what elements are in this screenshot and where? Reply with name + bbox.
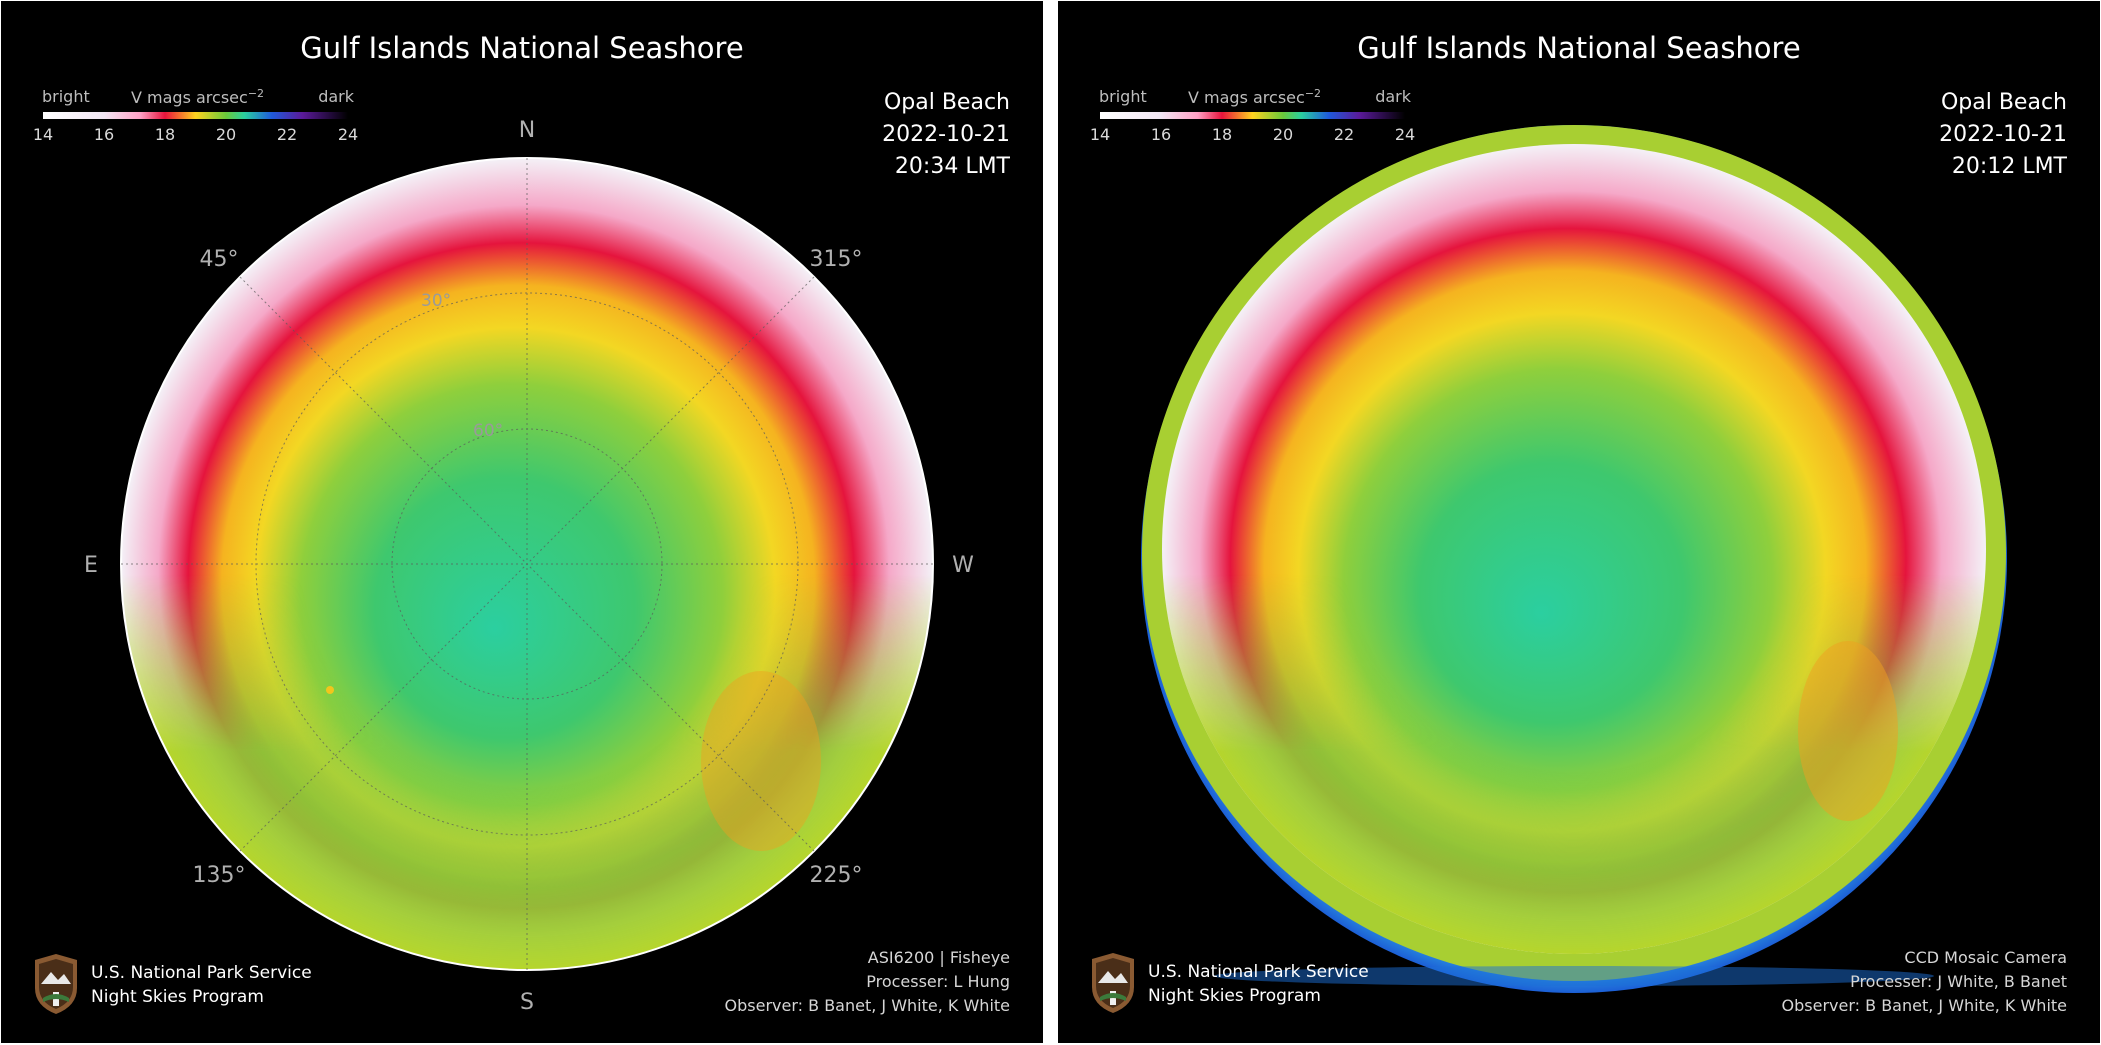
altitude-labels: 30° 60° bbox=[421, 291, 503, 441]
sky-map-panel-left: Gulf Islands National Seashore bright V … bbox=[1, 1, 1043, 1043]
observation-info: Opal Beach 2022-10-21 20:34 LMT bbox=[882, 87, 1010, 183]
altitude-label-30: 30° bbox=[421, 291, 451, 311]
location-label: Opal Beach bbox=[1940, 90, 2067, 115]
sky-brightness-map bbox=[1141, 125, 2007, 993]
colorbar bbox=[1100, 112, 1405, 119]
colorbar-dark-label: dark bbox=[318, 87, 354, 106]
program-name: Night Skies Program bbox=[91, 987, 264, 1007]
camera-label: CCD Mosaic Camera bbox=[1904, 948, 2067, 967]
colorbar-unit-text: V mags arcsec bbox=[1188, 88, 1305, 107]
org-credit: U.S. National Park Service Night Skies P… bbox=[91, 961, 312, 1009]
azimuth-label-315: 315° bbox=[810, 247, 863, 272]
colorbar-unit-exponent: −2 bbox=[1304, 87, 1322, 100]
colorbar-tick: 22 bbox=[276, 125, 298, 144]
compass-south-label: S bbox=[520, 990, 534, 1015]
colorbar-ticks: 14 16 18 20 22 24 bbox=[33, 125, 358, 145]
observer-label: Observer: B Banet, J White, K White bbox=[1781, 996, 2067, 1015]
instrument-credits: CCD Mosaic Camera Processer: J White, B … bbox=[1782, 946, 2067, 1018]
azimuth-label-225: 225° bbox=[810, 863, 863, 888]
observer-label: Observer: B Banet, J White, K White bbox=[724, 996, 1010, 1015]
altitude-label-60: 60° bbox=[473, 421, 503, 441]
colorbar-tick: 18 bbox=[1211, 125, 1233, 144]
nps-arrowhead-icon bbox=[35, 954, 77, 1014]
sky-disk bbox=[1141, 125, 2007, 993]
azimuth-labels: 45° 315° 135° 225° bbox=[193, 247, 863, 888]
colorbar-tick: 16 bbox=[1150, 125, 1172, 144]
time-label: 20:34 LMT bbox=[894, 154, 1010, 179]
polar-grid bbox=[121, 158, 933, 970]
compass-north-label: N bbox=[519, 118, 535, 143]
date-label: 2022-10-21 bbox=[1939, 122, 2067, 147]
colorbar-tick: 20 bbox=[1272, 125, 1294, 144]
colorbar-tick: 24 bbox=[337, 125, 359, 144]
colorbar-unit-exponent: −2 bbox=[247, 87, 265, 100]
instrument-credits: ASI6200 | Fisheye Processer: L Hung Obse… bbox=[725, 946, 1010, 1018]
colorbar-unit-label: V mags arcsec−2 bbox=[131, 87, 264, 107]
azimuth-label-45: 45° bbox=[200, 247, 239, 272]
colorbar-unit-text: V mags arcsec bbox=[131, 88, 248, 107]
program-name: Night Skies Program bbox=[1148, 986, 1321, 1006]
org-name: U.S. National Park Service bbox=[1148, 962, 1369, 982]
org-name: U.S. National Park Service bbox=[91, 963, 312, 983]
colorbar-ticks: 14 16 18 20 22 24 bbox=[1090, 125, 1415, 145]
location-label: Opal Beach bbox=[883, 90, 1010, 115]
compass-west-label: W bbox=[952, 553, 974, 578]
colorbar-bright-label: bright bbox=[1099, 87, 1147, 106]
colorbar-labels: bright V mags arcsec−2 dark bbox=[41, 87, 354, 107]
sky-brightness-map: 30° 60° N S E W 45° 315° 135° 225° bbox=[84, 118, 974, 1015]
observation-info: Opal Beach 2022-10-21 20:12 LMT bbox=[1939, 87, 2067, 183]
camera-label: ASI6200 | Fisheye bbox=[867, 948, 1010, 967]
colorbar-dark-label: dark bbox=[1375, 87, 1411, 106]
colorbar-bright-label: bright bbox=[42, 87, 90, 106]
colorbar-tick: 14 bbox=[32, 125, 54, 144]
colorbar-tick: 20 bbox=[215, 125, 237, 144]
date-label: 2022-10-21 bbox=[882, 122, 1010, 147]
colorbar-labels: bright V mags arcsec−2 dark bbox=[1098, 87, 1411, 107]
colorbar bbox=[43, 112, 348, 119]
time-label: 20:12 LMT bbox=[1951, 154, 2067, 179]
compass-east-label: E bbox=[84, 553, 98, 578]
chart-title: Gulf Islands National Seashore bbox=[300, 31, 744, 65]
colorbar-tick: 16 bbox=[93, 125, 115, 144]
processor-label: Processer: J White, B Banet bbox=[1850, 972, 2067, 991]
compass-labels: N S E W bbox=[84, 118, 974, 1015]
colorbar-tick: 14 bbox=[1089, 125, 1111, 144]
processor-label: Processer: L Hung bbox=[866, 972, 1010, 991]
chart-title: Gulf Islands National Seashore bbox=[1357, 31, 1801, 65]
org-credit: U.S. National Park Service Night Skies P… bbox=[1148, 960, 1369, 1008]
colorbar-unit-label: V mags arcsec−2 bbox=[1188, 87, 1321, 107]
colorbar-tick: 24 bbox=[1394, 125, 1416, 144]
azimuth-label-135: 135° bbox=[193, 863, 246, 888]
nps-arrowhead-icon bbox=[1092, 953, 1134, 1013]
sky-map-panel-right: Gulf Islands National Seashore bright V … bbox=[1058, 1, 2100, 1043]
colorbar-tick: 22 bbox=[1333, 125, 1355, 144]
colorbar-tick: 18 bbox=[154, 125, 176, 144]
